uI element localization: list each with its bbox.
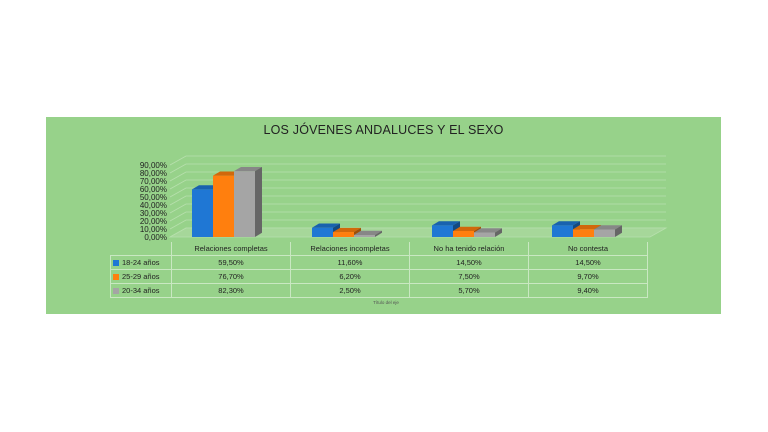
bar-18-24-años-3 [552,225,573,237]
y-tick-label: 60,00% [140,185,167,194]
y-tick-label: 0,00% [144,233,167,242]
data-label: 9,40% [528,283,648,298]
bar-side [615,225,622,237]
bar-top [552,221,580,226]
gridline [169,195,666,206]
chart-title: LOS JÓVENES ANDALUCES Y EL SEXO [263,123,504,137]
bar-top [354,230,382,235]
gridline [169,203,666,214]
y-tick-label: 80,00% [140,169,167,178]
bar-20-34-años-3 [594,229,615,237]
legend-key [113,274,119,280]
category-label: No ha tenido relación [409,242,529,256]
legend-key [113,288,119,294]
gridline [169,219,666,230]
data-label: 14,50% [528,255,648,270]
bar-top [474,228,502,233]
x-axis-title: Título del eje [373,300,399,305]
category-label: Relaciones completas [171,242,291,256]
series-name: 20-34 años [122,286,160,295]
data-label: 14,50% [409,255,529,270]
chart-plot: 0,00%10,00%20,00%30,00%40,00%50,00%60,00… [140,155,668,305]
data-label: 11,60% [290,255,410,270]
data-label: 6,20% [290,269,410,284]
data-label: 5,70% [409,283,529,298]
legend-entry: 25-29 años [110,269,172,284]
series-name: 18-24 años [122,258,160,267]
y-tick-label: 70,00% [140,177,167,186]
data-table: Relaciones completas Relaciones incomplet… [110,242,648,298]
table-header-row: Relaciones completas Relaciones incomplet… [111,242,648,256]
bar-top [312,223,340,228]
table-corner [111,242,172,256]
bar-20-34-años-2 [474,232,495,237]
bar-25-29-años-2 [453,231,474,237]
category-label: Relaciones incompletas [290,242,410,256]
gridline [169,179,666,190]
data-label: 59,50% [171,255,291,270]
bar-top [594,225,622,230]
category-label: No contesta [528,242,648,256]
data-label: 7,50% [409,269,529,284]
bar-25-29-años-3 [573,229,594,237]
gridline [169,171,666,182]
y-tick-label: 50,00% [140,193,167,202]
gridline [169,163,666,174]
gridline [169,211,666,222]
gridline [169,155,666,166]
bar-18-24-años-1 [312,227,333,237]
series-name: 25-29 años [122,272,160,281]
bar-top [453,226,481,231]
data-label: 2,50% [290,283,410,298]
y-tick-label: 90,00% [140,161,167,170]
data-label: 76,70% [171,269,291,284]
bar-20-34-años-1 [354,235,375,237]
y-tick-label: 30,00% [140,209,167,218]
bar-18-24-años-0 [192,189,213,237]
legend-entry: 18-24 años [110,255,172,270]
bar-top [333,227,361,233]
data-label: 9,70% [528,269,648,284]
gridline [169,187,666,198]
bar-25-29-años-0 [213,175,234,237]
legend-key [113,260,119,266]
bar-top [432,221,460,226]
bar-side [375,230,382,237]
bar-18-24-años-2 [432,225,453,237]
bar-top [234,166,262,172]
y-tick-label: 20,00% [140,217,167,226]
table-row: 20-34 años 82,30% 2,50% 5,70% 9,40% [110,283,648,298]
table-row: 18-24 años 59,50% 11,60% 14,50% 14,50% [110,255,648,270]
bar-25-29-años-1 [333,232,354,237]
bar-top [573,225,601,230]
bar-side [495,228,502,237]
data-label: 82,30% [171,283,291,298]
chart-panel: 0,00% 10,00% 20,00% 30,00% 40,00% 50,00% 60,00… [46,117,721,314]
y-tick-label: 40,00% [140,201,167,210]
table-row: 25-29 años 76,70% 6,20% 7,50% 9,70% [110,269,648,284]
bar-20-34-años-0 [234,171,255,237]
legend-entry: 20-34 años [110,283,172,298]
y-tick-label: 10,00% [140,225,167,234]
bar-side [255,166,262,237]
